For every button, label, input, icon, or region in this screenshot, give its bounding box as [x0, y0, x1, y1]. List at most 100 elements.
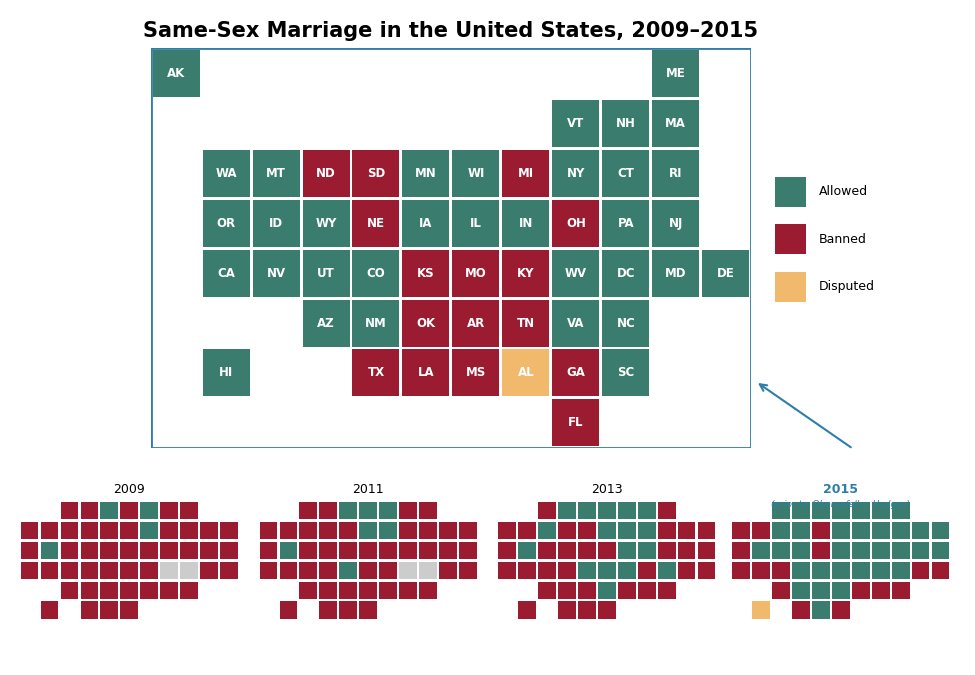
- Bar: [599, 562, 616, 579]
- Bar: [121, 582, 138, 599]
- Bar: [320, 541, 337, 559]
- Bar: [559, 601, 576, 619]
- Bar: [379, 582, 397, 599]
- Bar: [578, 582, 596, 599]
- Bar: [872, 582, 889, 599]
- Text: OR: OR: [216, 217, 236, 230]
- Bar: [379, 541, 397, 559]
- Bar: [121, 522, 138, 539]
- Bar: [452, 300, 499, 346]
- Bar: [638, 522, 655, 539]
- Bar: [832, 562, 849, 579]
- Bar: [812, 601, 830, 619]
- Bar: [553, 200, 600, 246]
- Bar: [832, 601, 849, 619]
- Bar: [160, 582, 177, 599]
- Bar: [379, 502, 397, 519]
- Bar: [360, 582, 376, 599]
- Bar: [832, 541, 849, 559]
- Text: NE: NE: [367, 217, 385, 230]
- Bar: [912, 522, 929, 539]
- Bar: [20, 541, 38, 559]
- Bar: [203, 150, 250, 196]
- Bar: [302, 300, 349, 346]
- Text: 2013: 2013: [591, 483, 623, 495]
- Bar: [638, 582, 655, 599]
- Bar: [538, 562, 556, 579]
- Bar: [81, 562, 98, 579]
- Bar: [353, 200, 400, 246]
- Text: IL: IL: [470, 217, 482, 230]
- Bar: [553, 400, 600, 446]
- Text: AL: AL: [518, 367, 534, 379]
- Text: Allowed: Allowed: [819, 185, 868, 198]
- Bar: [140, 541, 158, 559]
- Bar: [459, 522, 477, 539]
- Bar: [578, 502, 596, 519]
- Text: SC: SC: [617, 367, 635, 379]
- Bar: [793, 562, 810, 579]
- Bar: [320, 601, 337, 619]
- Bar: [160, 562, 177, 579]
- Bar: [280, 541, 297, 559]
- Bar: [553, 150, 600, 196]
- Bar: [41, 562, 58, 579]
- Bar: [399, 541, 416, 559]
- Text: SD: SD: [367, 167, 385, 180]
- Text: UT: UT: [317, 267, 334, 279]
- Bar: [578, 562, 596, 579]
- Bar: [399, 502, 416, 519]
- Bar: [121, 502, 138, 519]
- Bar: [203, 350, 250, 396]
- Bar: [140, 562, 158, 579]
- Bar: [772, 582, 790, 599]
- Text: KY: KY: [517, 267, 534, 279]
- Bar: [200, 541, 217, 559]
- Bar: [360, 601, 376, 619]
- Text: WA: WA: [215, 167, 237, 180]
- Bar: [775, 224, 806, 254]
- Bar: [459, 541, 477, 559]
- Bar: [403, 350, 449, 396]
- Text: MA: MA: [665, 117, 686, 130]
- Bar: [753, 562, 770, 579]
- Bar: [41, 522, 58, 539]
- Bar: [912, 562, 929, 579]
- Text: TX: TX: [368, 367, 384, 379]
- Bar: [253, 200, 299, 246]
- Bar: [399, 582, 416, 599]
- Bar: [498, 562, 516, 579]
- Bar: [852, 502, 870, 519]
- Bar: [652, 150, 699, 196]
- Bar: [452, 350, 499, 396]
- Bar: [302, 200, 349, 246]
- Bar: [553, 100, 600, 146]
- Bar: [618, 582, 636, 599]
- Text: GA: GA: [566, 367, 585, 379]
- Bar: [658, 522, 676, 539]
- Bar: [772, 502, 790, 519]
- Bar: [403, 200, 449, 246]
- Text: MO: MO: [465, 267, 487, 279]
- Bar: [203, 250, 250, 296]
- Bar: [302, 150, 349, 196]
- Bar: [618, 541, 636, 559]
- Text: AR: AR: [467, 317, 485, 329]
- Bar: [812, 502, 830, 519]
- Bar: [60, 562, 78, 579]
- Text: NC: NC: [616, 317, 635, 329]
- Bar: [339, 541, 357, 559]
- Bar: [603, 300, 649, 346]
- Bar: [220, 541, 238, 559]
- Text: NM: NM: [365, 317, 387, 329]
- Bar: [578, 541, 596, 559]
- Bar: [618, 562, 636, 579]
- Bar: [538, 582, 556, 599]
- Bar: [832, 502, 849, 519]
- Bar: [41, 601, 58, 619]
- Bar: [353, 300, 400, 346]
- Text: 2009: 2009: [113, 483, 145, 495]
- Bar: [519, 522, 536, 539]
- Bar: [852, 522, 870, 539]
- Bar: [793, 582, 810, 599]
